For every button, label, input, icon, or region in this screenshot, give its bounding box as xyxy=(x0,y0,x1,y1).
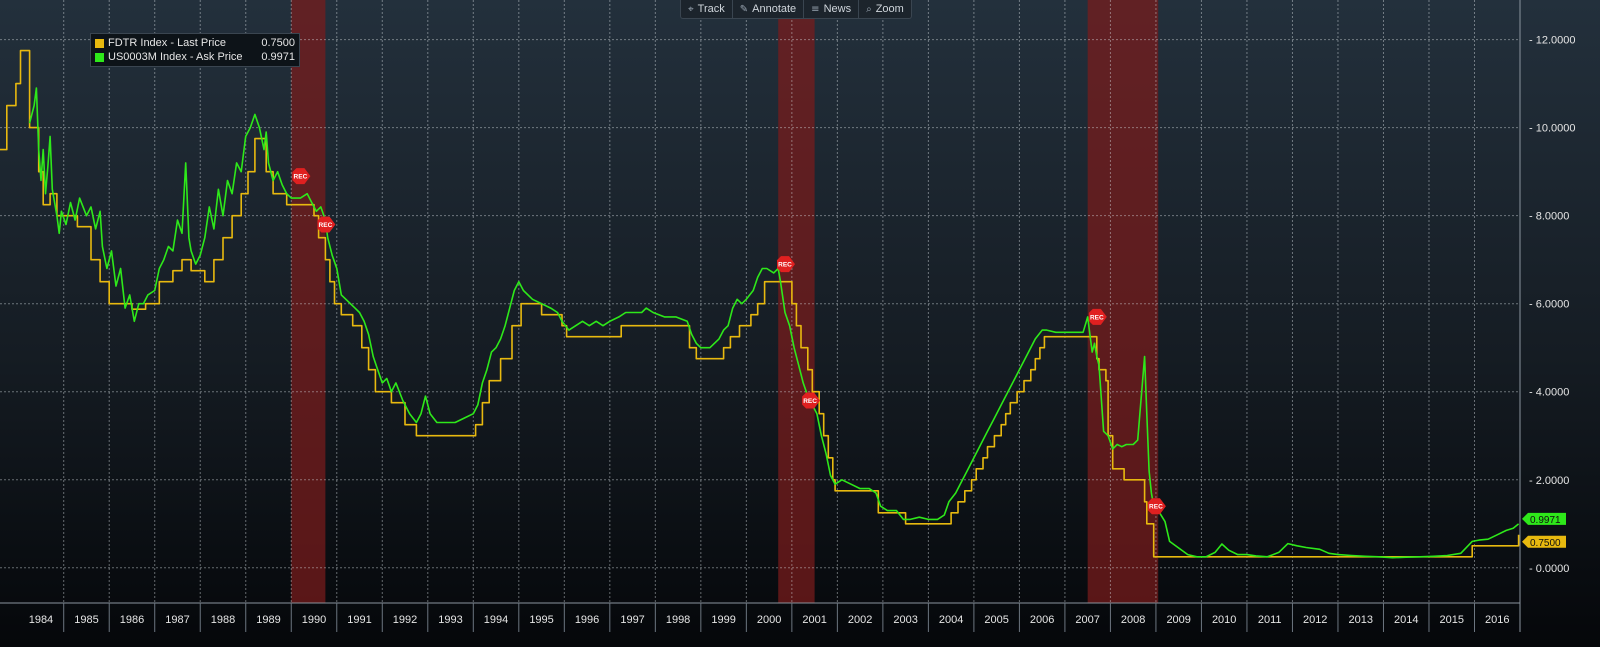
legend-entry-us0003m[interactable]: US0003M Index - Ask Price 0.9971 xyxy=(95,50,295,64)
last-value-tag-shape-0 xyxy=(1522,512,1566,525)
magnifier-icon: ⌕ xyxy=(866,3,872,15)
x-tick-label-2000: 2000 xyxy=(757,614,781,626)
last-value-tag-label-1: 0.7500 xyxy=(1530,538,1561,549)
recession-marker-2: REC xyxy=(777,256,795,273)
last-value-tag-0: 0.9971 xyxy=(1522,512,1566,526)
track-button[interactable]: ⌖ Track xyxy=(681,0,733,18)
x-tick-label-2014: 2014 xyxy=(1394,614,1418,626)
y-tick-label-8-0000: - 8.0000 xyxy=(1529,211,1569,223)
x-tick-label-2008: 2008 xyxy=(1121,614,1145,626)
recession-band-0 xyxy=(291,0,326,603)
recession-marker-shape-1 xyxy=(317,216,336,233)
last-value-tag-label-0: 0.9971 xyxy=(1530,515,1561,526)
x-tick-label-2016: 2016 xyxy=(1485,614,1509,626)
recession-marker-label-5: REC xyxy=(1149,504,1163,511)
recession-marker-1: REC xyxy=(317,216,336,233)
series-line-us0003m-index-ask-price xyxy=(28,87,1520,559)
x-tick-label-1986: 1986 xyxy=(120,614,144,626)
x-tick-label-1987: 1987 xyxy=(165,614,189,626)
recession-marker-label-2: REC xyxy=(778,262,792,269)
x-tick-label-1994: 1994 xyxy=(484,614,508,626)
x-tick-label-2005: 2005 xyxy=(984,614,1008,626)
legend-swatch-us0003m xyxy=(95,52,104,62)
recession-marker-4: REC xyxy=(1088,308,1107,325)
x-tick-label-2009: 2009 xyxy=(1166,614,1190,626)
x-tick-label-2003: 2003 xyxy=(893,614,917,626)
recession-band-2 xyxy=(1087,0,1159,603)
x-tick-label-1999: 1999 xyxy=(711,614,735,626)
y-tick-label-6-0000: - 6.0000 xyxy=(1529,299,1569,311)
x-tick-label-1997: 1997 xyxy=(620,614,644,626)
x-tick-label-2012: 2012 xyxy=(1303,614,1327,626)
legend-value-us0003m: 0.9971 xyxy=(261,51,295,63)
x-tick-label-1984: 1984 xyxy=(29,614,53,626)
y-tick-label-2-0000: - 2.0000 xyxy=(1529,475,1569,487)
last-value-tag-shape-1 xyxy=(1522,535,1566,548)
series-line-fdtr-index-last-price xyxy=(0,49,1520,558)
x-tick-label-2010: 2010 xyxy=(1212,614,1236,626)
recession-marker-shape-2 xyxy=(777,256,795,273)
x-tick-label-2006: 2006 xyxy=(1030,614,1054,626)
recession-marker-3: REC xyxy=(802,392,821,409)
y-tick-label-10-0000: - 10.0000 xyxy=(1529,123,1575,135)
x-tick-label-1996: 1996 xyxy=(575,614,599,626)
news-label: News xyxy=(823,3,852,15)
x-tick-label-2002: 2002 xyxy=(848,614,872,626)
recession-marker-label-0: REC xyxy=(294,174,308,181)
x-tick-label-1985: 1985 xyxy=(74,614,98,626)
last-value-tag-1: 0.7500 xyxy=(1522,535,1566,549)
recession-marker-label-1: REC xyxy=(319,222,333,229)
news-button[interactable]: ≡ News xyxy=(804,0,860,18)
recession-marker-label-3: REC xyxy=(803,398,817,405)
legend-swatch-fdtr xyxy=(95,38,104,48)
x-tick-label-1989: 1989 xyxy=(256,614,280,626)
news-icon: ≡ xyxy=(811,3,820,15)
x-tick-label-1992: 1992 xyxy=(393,614,417,626)
legend-entry-fdtr[interactable]: FDTR Index - Last Price 0.7500 xyxy=(95,36,295,50)
recession-marker-shape-0 xyxy=(292,168,311,185)
recession-band-1 xyxy=(778,0,815,603)
x-tick-label-1995: 1995 xyxy=(529,614,553,626)
x-tick-label-2015: 2015 xyxy=(1439,614,1463,626)
recession-marker-0: REC xyxy=(292,168,311,185)
zoom-label: Zoom xyxy=(875,3,904,15)
annotate-label: Annotate xyxy=(752,3,797,15)
recession-marker-5: REC xyxy=(1147,498,1166,515)
legend-name-fdtr: FDTR Index - Last Price xyxy=(108,37,226,49)
x-tick-label-2013: 2013 xyxy=(1348,614,1372,626)
y-tick-label-12-0000: - 12.0000 xyxy=(1529,35,1575,47)
recession-marker-label-4: REC xyxy=(1090,314,1104,321)
track-label: Track xyxy=(697,3,725,15)
x-tick-label-2004: 2004 xyxy=(939,614,963,626)
chart-toolbar: ⌖ Track ✎ Annotate ≡ News ⌕ Zoom xyxy=(680,0,912,19)
pencil-icon: ✎ xyxy=(739,3,749,15)
legend-value-fdtr: 0.7500 xyxy=(261,37,295,49)
annotate-button[interactable]: ✎ Annotate xyxy=(733,0,805,18)
x-tick-label-2001: 2001 xyxy=(802,614,826,626)
x-tick-label-1990: 1990 xyxy=(302,614,326,626)
crosshair-icon: ⌖ xyxy=(688,3,694,15)
zoom-button[interactable]: ⌕ Zoom xyxy=(859,0,911,18)
y-tick-label-4-0000: - 4.0000 xyxy=(1529,387,1569,399)
legend-name-us0003m: US0003M Index - Ask Price xyxy=(108,51,243,63)
x-tick-label-2011: 2011 xyxy=(1258,614,1282,626)
recession-marker-shape-3 xyxy=(802,392,821,409)
x-tick-label-1993: 1993 xyxy=(438,614,462,626)
x-tick-label-1998: 1998 xyxy=(666,614,690,626)
y-tick-label-0-0000: - 0.0000 xyxy=(1529,563,1569,575)
x-tick-label-1988: 1988 xyxy=(211,614,235,626)
x-tick-label-2007: 2007 xyxy=(1075,614,1099,626)
recession-marker-shape-4 xyxy=(1088,308,1107,325)
chart-legend[interactable]: FDTR Index - Last Price 0.7500 US0003M I… xyxy=(90,33,300,67)
recession-marker-shape-5 xyxy=(1147,498,1166,515)
x-tick-label-1991: 1991 xyxy=(347,614,371,626)
